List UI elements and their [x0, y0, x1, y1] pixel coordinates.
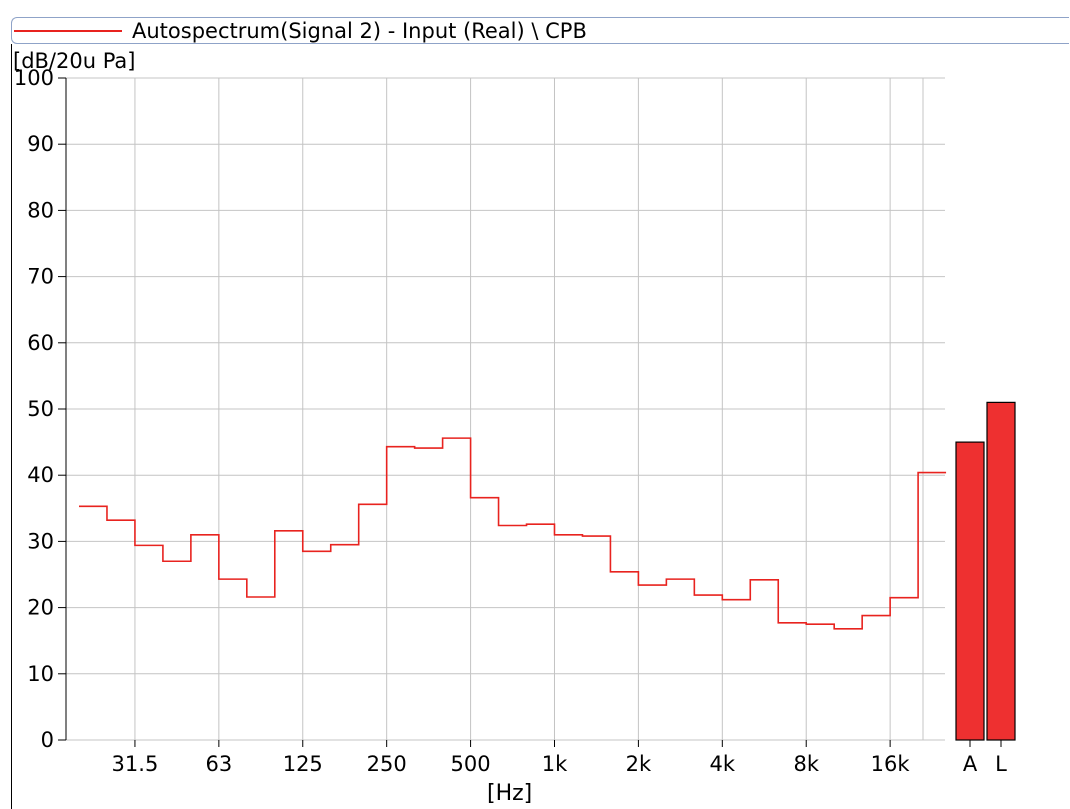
x-tick-label: 2k: [626, 752, 652, 776]
y-tick-label: 70: [27, 265, 54, 289]
x-tick-label: 8k: [793, 752, 819, 776]
x-axis-unit-label: [Hz]: [487, 781, 533, 806]
x-tick-label: 4k: [710, 752, 736, 776]
y-tick-label: 0: [41, 728, 54, 752]
x-tick-label: 1k: [542, 752, 568, 776]
overall-bar-l: [986, 401, 1016, 741]
overall-bars: [955, 401, 1016, 741]
y-axis-ticks: 0 10 20 30 40 50 60 70 80 90 100: [14, 66, 66, 752]
y-axis-unit-label: [dB/20u Pa]: [13, 49, 136, 73]
frame-left-border: [11, 44, 12, 809]
y-tick-label: 50: [27, 397, 54, 421]
y-tick-label: 90: [27, 132, 54, 156]
x-tick-label: 16k: [871, 752, 911, 776]
bar-label-a: A: [963, 752, 978, 776]
overall-bar-a: [955, 441, 985, 741]
x-tick-label: 63: [205, 752, 232, 776]
legend[interactable]: Autospectrum(Signal 2) - Input (Real) \ …: [11, 17, 1069, 44]
x-tick-label: 250: [367, 752, 407, 776]
grid-lines: [66, 77, 945, 741]
legend-label: Autospectrum(Signal 2) - Input (Real) \ …: [132, 19, 587, 43]
series-step-line: [79, 437, 947, 630]
x-tick-label: 125: [283, 752, 323, 776]
bar-label-l: L: [995, 752, 1007, 776]
y-tick-label: 20: [27, 596, 54, 620]
legend-line-swatch: [14, 30, 122, 32]
x-tick-label: 500: [451, 752, 491, 776]
y-tick-label: 30: [27, 529, 54, 553]
x-axis-ticks: 31.5 63 125 250 500 1k 2k 4k 8k 16k: [112, 740, 911, 776]
y-tick-label: 80: [27, 198, 54, 222]
y-tick-label: 60: [27, 331, 54, 355]
y-tick-label: 100: [14, 66, 54, 90]
x-tick-label: 31.5: [112, 752, 159, 776]
y-tick-label: 10: [27, 662, 54, 686]
y-tick-label: 40: [27, 463, 54, 487]
